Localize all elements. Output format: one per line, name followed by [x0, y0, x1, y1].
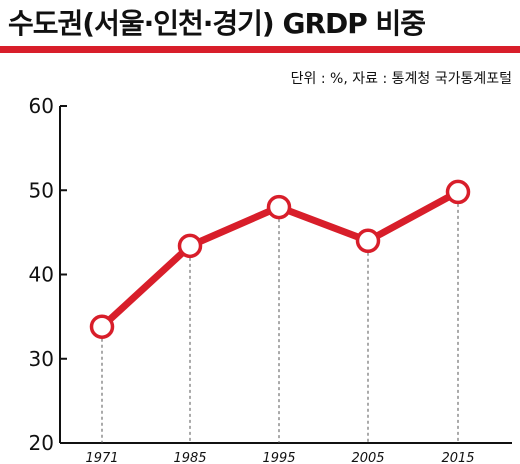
x-tick-label: 2015 — [441, 451, 474, 464]
y-tick-label: 30 — [29, 347, 54, 371]
data-point — [177, 233, 203, 259]
x-tick-label: 2005 — [351, 451, 384, 464]
data-point — [89, 314, 115, 339]
data-point — [355, 228, 381, 254]
data-point — [266, 194, 292, 220]
y-tick-label: 50 — [29, 178, 54, 202]
unit-source-note: 단위 : %, 자료 : 통계청 국가통계포털 — [290, 71, 512, 87]
data-point — [445, 179, 471, 205]
y-tick-label: 40 — [29, 263, 54, 287]
y-tick-label: 20 — [29, 431, 54, 455]
x-tick-label: 1985 — [173, 451, 206, 464]
x-tick-label: 1995 — [262, 451, 295, 464]
title-underline — [0, 46, 520, 53]
chart-title: 수도권(서울·인천·경기) GRDP 비중 — [8, 7, 426, 40]
x-tick-label: 1971 — [85, 451, 118, 464]
y-tick-label: 60 — [29, 94, 54, 118]
